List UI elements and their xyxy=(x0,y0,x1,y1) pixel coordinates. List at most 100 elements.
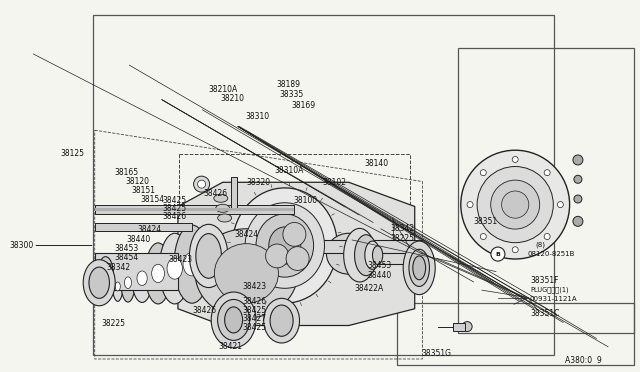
Bar xyxy=(93,15,554,355)
Ellipse shape xyxy=(344,228,376,282)
Text: 38189: 38189 xyxy=(276,80,301,89)
Circle shape xyxy=(573,155,583,165)
Ellipse shape xyxy=(245,203,324,288)
Circle shape xyxy=(544,170,550,176)
Ellipse shape xyxy=(159,233,190,304)
Ellipse shape xyxy=(167,258,182,279)
Text: 38426: 38426 xyxy=(204,189,228,198)
Text: 38426: 38426 xyxy=(242,297,266,306)
Text: 38140: 38140 xyxy=(365,159,389,168)
Bar xyxy=(179,154,410,301)
Ellipse shape xyxy=(355,235,378,276)
Bar xyxy=(95,205,294,214)
Text: 38440: 38440 xyxy=(367,271,392,280)
Text: 38342: 38342 xyxy=(107,263,131,272)
Circle shape xyxy=(512,247,518,253)
Circle shape xyxy=(477,167,554,243)
Bar xyxy=(453,323,465,331)
Bar xyxy=(349,245,422,264)
Ellipse shape xyxy=(264,298,300,343)
Ellipse shape xyxy=(256,214,314,277)
Text: 38453: 38453 xyxy=(367,262,392,270)
Text: 38425: 38425 xyxy=(242,323,266,332)
Bar xyxy=(269,240,422,253)
Text: 38310: 38310 xyxy=(245,112,269,121)
Text: 38351C: 38351C xyxy=(530,309,559,318)
Text: 38351: 38351 xyxy=(474,217,498,226)
Text: 38454: 38454 xyxy=(114,253,138,262)
Circle shape xyxy=(512,157,518,163)
Ellipse shape xyxy=(413,256,426,280)
Ellipse shape xyxy=(196,234,221,278)
Ellipse shape xyxy=(113,272,123,301)
Text: 38225: 38225 xyxy=(101,319,125,328)
Polygon shape xyxy=(232,188,337,303)
Circle shape xyxy=(557,202,563,208)
Circle shape xyxy=(574,195,582,203)
Ellipse shape xyxy=(132,254,152,302)
Text: 38320: 38320 xyxy=(246,178,271,187)
Ellipse shape xyxy=(372,246,383,264)
Text: 38210A: 38210A xyxy=(209,85,238,94)
Text: 38427: 38427 xyxy=(242,314,266,323)
Ellipse shape xyxy=(214,244,278,303)
Text: 38100: 38100 xyxy=(293,196,317,205)
Circle shape xyxy=(480,170,486,176)
Text: 38165: 38165 xyxy=(114,168,138,177)
Text: 38169: 38169 xyxy=(292,101,316,110)
Polygon shape xyxy=(178,182,415,326)
Ellipse shape xyxy=(83,260,115,306)
Text: 38426: 38426 xyxy=(162,212,186,221)
Text: 38351G: 38351G xyxy=(421,349,451,358)
Ellipse shape xyxy=(189,224,228,288)
Ellipse shape xyxy=(270,305,293,336)
Text: PLUGプラグ(1): PLUGプラグ(1) xyxy=(530,286,568,293)
Circle shape xyxy=(198,180,205,188)
Ellipse shape xyxy=(409,249,429,286)
Text: 38102: 38102 xyxy=(322,178,346,187)
Bar xyxy=(95,223,192,231)
Ellipse shape xyxy=(115,282,120,291)
Ellipse shape xyxy=(214,194,228,202)
Ellipse shape xyxy=(216,204,230,212)
Ellipse shape xyxy=(98,257,113,290)
Text: 08120-8251B: 08120-8251B xyxy=(527,251,575,257)
Text: (8): (8) xyxy=(535,241,545,248)
Text: 38310A: 38310A xyxy=(274,166,303,175)
Text: 38425: 38425 xyxy=(242,306,266,315)
Ellipse shape xyxy=(152,264,164,283)
Text: 38423: 38423 xyxy=(242,282,266,291)
Text: 38440: 38440 xyxy=(127,235,151,244)
Circle shape xyxy=(574,175,582,183)
Text: 38424: 38424 xyxy=(138,225,162,234)
Ellipse shape xyxy=(269,227,301,264)
Text: 38424: 38424 xyxy=(234,230,259,239)
Text: 38300: 38300 xyxy=(10,241,34,250)
Ellipse shape xyxy=(137,271,147,286)
Ellipse shape xyxy=(218,214,232,222)
Circle shape xyxy=(573,217,583,226)
Bar xyxy=(231,177,237,210)
Text: 38425: 38425 xyxy=(162,204,186,213)
Ellipse shape xyxy=(89,267,109,298)
Circle shape xyxy=(102,289,109,295)
Ellipse shape xyxy=(365,241,380,269)
Text: 38125: 38125 xyxy=(61,149,84,158)
Text: 38120: 38120 xyxy=(125,177,150,186)
Bar xyxy=(95,253,178,290)
Circle shape xyxy=(193,176,210,192)
Text: B: B xyxy=(495,251,500,257)
Circle shape xyxy=(544,234,550,240)
Ellipse shape xyxy=(195,229,298,318)
Text: 38422A: 38422A xyxy=(354,284,383,293)
Ellipse shape xyxy=(145,243,171,304)
Bar xyxy=(397,303,634,365)
Circle shape xyxy=(480,234,486,240)
Text: 38151: 38151 xyxy=(131,186,155,195)
Text: 00931-1121A: 00931-1121A xyxy=(530,296,577,302)
Circle shape xyxy=(467,202,473,208)
Ellipse shape xyxy=(403,241,435,295)
Ellipse shape xyxy=(225,307,243,333)
Ellipse shape xyxy=(124,277,132,289)
Ellipse shape xyxy=(121,263,135,302)
